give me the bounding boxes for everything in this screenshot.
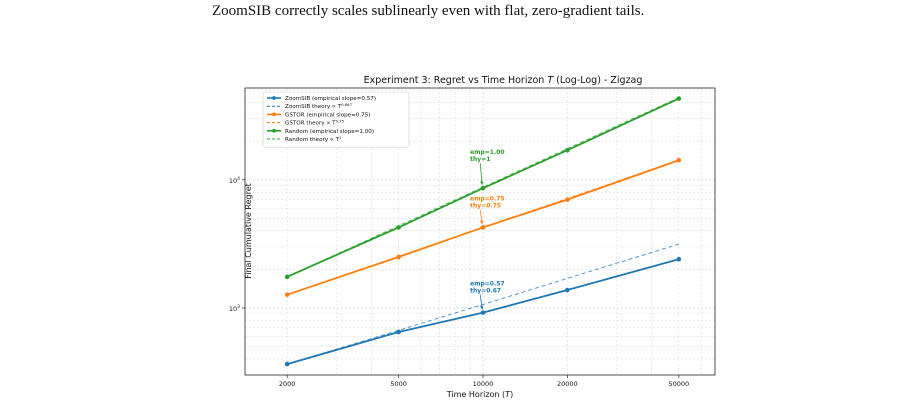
x-tick-label: 10000 (473, 380, 494, 388)
x-axis-label: Time Horizon (T) (446, 390, 513, 399)
legend-box (262, 91, 410, 148)
annotation-emp: emp=0.57 (470, 280, 504, 287)
x-tick-label: 2000 (279, 380, 296, 388)
plot-frame (244, 87, 716, 376)
data-point (676, 256, 682, 262)
annotation-thy: thy=0.67 (470, 287, 501, 294)
legend-label: GSTOR theory ∝ T0.75 (285, 119, 345, 127)
chart-title: Experiment 3: Regret vs Time Horizon T (… (364, 75, 643, 86)
data-point (565, 147, 570, 153)
annotation-thy: thy=0.75 (470, 203, 501, 210)
legend-label: Random (empirical slope=1.00) (285, 129, 374, 135)
axis-ticks: 2000 5000 10000 20000 50000 103 104 (229, 176, 689, 388)
annotation-emp: emp=1.00 (470, 149, 504, 156)
data-point (480, 310, 486, 315)
legend-label: Random theory ∝ T1 (285, 135, 342, 143)
x-tick-label: 50000 (668, 380, 689, 388)
legend-label: ZoomSIB (empirical slope=0.57) (285, 96, 376, 102)
annotation-arrow (479, 294, 483, 308)
annotation-arrowhead (479, 305, 484, 310)
legend-marker (272, 128, 276, 133)
data-point (676, 96, 682, 101)
x-tick-label: 5000 (390, 380, 407, 388)
legend-label: ZoomSIB theory ∝ T0.667 (285, 102, 353, 110)
caption-text: ZoomSIB correctly scales sublinearly eve… (212, 3, 645, 19)
legend-label: GSTOR (empirical slope=0.75) (285, 112, 370, 118)
data-point (565, 287, 570, 293)
y-tick-label: 104 (229, 176, 240, 185)
annotation-arrow (479, 163, 483, 184)
data-point (480, 185, 486, 191)
y-axis-label: Final Cumulative Regret (244, 183, 253, 279)
y-tick-label: 103 (229, 304, 240, 313)
annotation-emp: emp=0.75 (470, 196, 504, 203)
series-line-1 (287, 243, 679, 365)
annotation-arrowhead (479, 220, 484, 225)
annotation-arrow (479, 209, 483, 223)
x-tick-label: 20000 (557, 380, 578, 388)
legend-marker (272, 96, 276, 100)
legend-marker (272, 112, 276, 117)
legend: ZoomSIB (empirical slope=0.57)ZoomSIB th… (262, 91, 410, 148)
series-lines (284, 96, 682, 367)
annotation-arrowhead (479, 181, 484, 186)
data-point (480, 225, 486, 230)
series-line-3 (286, 159, 679, 296)
annotation-thy: thy=1 (470, 156, 490, 163)
